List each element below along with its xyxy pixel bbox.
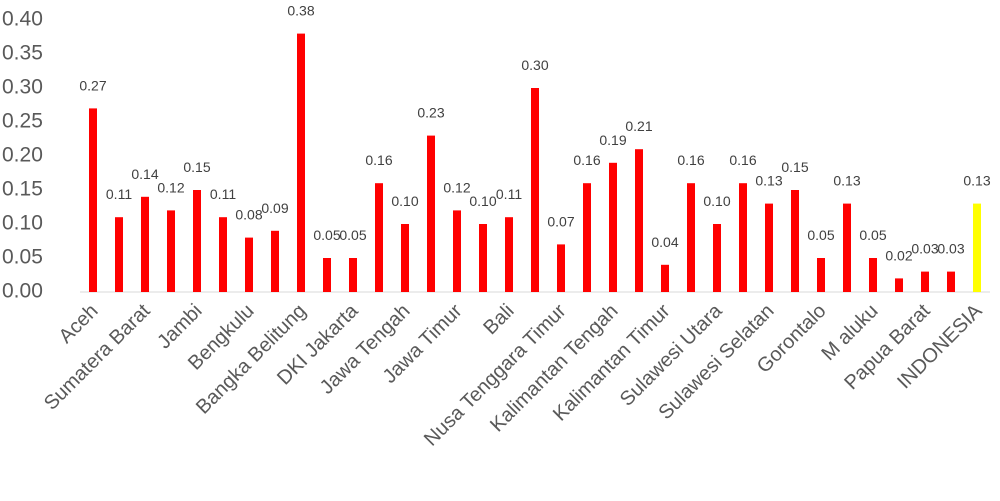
data-label: 0.04 [651, 234, 678, 250]
data-label: 0.03 [937, 241, 964, 257]
data-label: 0.14 [131, 166, 158, 182]
bar [869, 258, 877, 292]
bar [375, 183, 383, 292]
bar [843, 203, 851, 292]
bar [791, 190, 799, 292]
data-label: 0.27 [79, 77, 106, 93]
y-tick-label: 0.20 [2, 144, 43, 167]
bar [895, 278, 903, 292]
data-label: 0.12 [157, 179, 184, 195]
x-tick-label: Bali [479, 300, 518, 339]
data-label: 0.16 [677, 152, 704, 168]
bar [89, 108, 97, 293]
data-label: 0.38 [287, 3, 314, 19]
bar [193, 190, 201, 292]
data-label: 0.21 [625, 118, 652, 134]
bar [661, 264, 669, 292]
data-label: 0.23 [417, 105, 444, 121]
data-label: 0.11 [106, 186, 132, 202]
data-label: 0.09 [261, 200, 288, 216]
bar [739, 183, 747, 292]
x-tick-label: Jawa Tengah [316, 300, 415, 399]
bar [921, 271, 929, 292]
data-label: 0.10 [703, 193, 730, 209]
data-label: 0.15 [781, 159, 808, 175]
bar [687, 183, 695, 292]
bar [531, 88, 539, 292]
bar [973, 203, 981, 292]
bar [479, 224, 487, 292]
data-label: 0.08 [235, 207, 262, 223]
bar [141, 196, 149, 292]
y-tick-label: 0.35 [2, 42, 43, 65]
bar [453, 210, 461, 292]
y-tick-label: 0.05 [2, 246, 43, 269]
data-label: 0.16 [365, 152, 392, 168]
bar [635, 149, 643, 292]
bar [765, 203, 773, 292]
x-tick-label: Aceh [55, 300, 103, 348]
bar [167, 210, 175, 292]
data-label: 0.16 [573, 152, 600, 168]
bar [947, 271, 955, 292]
bar [713, 224, 721, 292]
y-tick-label: 0.40 [2, 8, 43, 31]
data-label: 0.10 [391, 193, 418, 209]
bar [115, 217, 123, 292]
data-label: 0.05 [339, 227, 366, 243]
y-tick-label: 0.10 [2, 212, 43, 235]
data-label: 0.07 [547, 213, 574, 229]
bar [271, 230, 279, 292]
y-tick-label: 0.15 [2, 178, 43, 201]
data-label: 0.11 [496, 186, 522, 202]
bar [505, 217, 513, 292]
bar [349, 258, 357, 292]
bar [401, 224, 409, 292]
y-tick-label: 0.30 [2, 76, 43, 99]
data-label: 0.11 [210, 186, 236, 202]
bar [219, 217, 227, 292]
bar [323, 258, 331, 292]
data-label: 0.05 [313, 227, 340, 243]
bar [817, 258, 825, 292]
data-label: 0.15 [183, 159, 210, 175]
bar [427, 135, 435, 292]
data-label: 0.10 [469, 193, 496, 209]
data-label: 0.05 [859, 227, 886, 243]
data-label: 0.13 [963, 173, 990, 189]
data-label: 0.19 [599, 132, 626, 148]
data-label: 0.12 [443, 179, 470, 195]
bar [557, 244, 565, 292]
bar [583, 183, 591, 292]
bar [245, 237, 253, 292]
data-label: 0.13 [755, 173, 782, 189]
data-label: 0.05 [807, 227, 834, 243]
data-label: 0.03 [911, 241, 938, 257]
bar [609, 162, 617, 292]
data-label: 0.13 [833, 173, 860, 189]
bar [297, 33, 305, 292]
data-label: 0.30 [521, 57, 548, 73]
y-tick-label: 0.00 [2, 280, 43, 303]
data-label: 0.16 [729, 152, 756, 168]
data-label: 0.02 [885, 247, 912, 263]
y-tick-label: 0.25 [2, 110, 43, 133]
